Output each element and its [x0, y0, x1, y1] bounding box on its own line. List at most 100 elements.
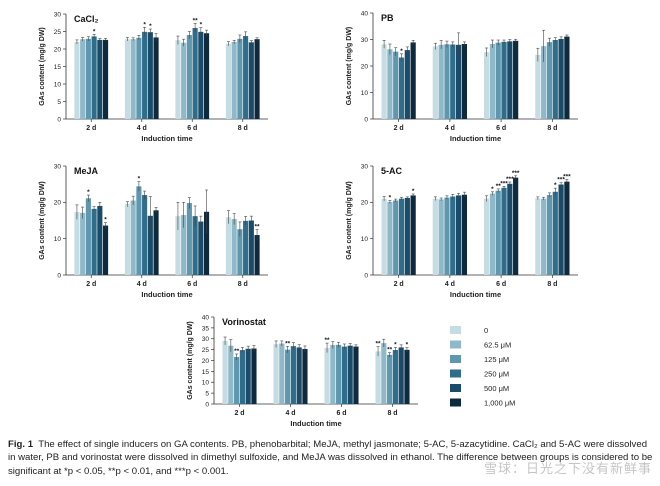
- bar: [251, 348, 257, 404]
- bar: [432, 198, 438, 275]
- significance-mark: **: [285, 340, 291, 347]
- bar: [130, 200, 136, 275]
- bar: [74, 42, 80, 119]
- bar: [186, 203, 192, 275]
- bar: [85, 38, 91, 119]
- bar: [279, 343, 285, 404]
- y-tick-label: 20: [54, 46, 62, 53]
- x-tick-label: 6 d: [496, 281, 506, 288]
- bar: [541, 198, 547, 275]
- bar: [564, 181, 570, 275]
- bar: [181, 215, 187, 275]
- bar: [273, 344, 279, 404]
- bar: [330, 345, 336, 404]
- bar: [398, 198, 405, 275]
- bar: [186, 35, 192, 119]
- significance-mark: **: [387, 347, 393, 354]
- y-tick-label: 5: [57, 99, 61, 106]
- bar: [501, 187, 507, 275]
- y-axis-label: GAs content (mg/g DW): [39, 27, 46, 106]
- panel-title: CaCl₂: [74, 14, 99, 24]
- bar: [124, 204, 131, 275]
- bar: [153, 210, 159, 275]
- x-tick-label: 4 d: [137, 125, 147, 132]
- bar: [507, 183, 513, 275]
- y-tick-label: 0: [364, 272, 368, 279]
- y-tick-label: 30: [202, 336, 210, 343]
- bar: [541, 46, 547, 119]
- bar: [225, 217, 232, 275]
- legend-swatch: [450, 355, 461, 363]
- bar: [392, 350, 398, 404]
- bar: [381, 198, 387, 275]
- x-tick-label: 8 d: [547, 281, 557, 288]
- bar: [136, 37, 142, 119]
- y-tick-label: 25: [202, 347, 210, 354]
- figure-caption: Fig. 1 The effect of single inducers on …: [8, 438, 656, 478]
- bar: [175, 216, 181, 275]
- bar: [336, 344, 342, 404]
- bar: [513, 40, 519, 120]
- legend-swatch: [450, 340, 461, 349]
- bar: [324, 347, 330, 404]
- significance-mark: **: [255, 224, 261, 231]
- x-tick-label: 2 d: [86, 281, 96, 288]
- y-tick-label: 30: [361, 163, 369, 170]
- bar: [175, 40, 181, 119]
- bar: [461, 194, 467, 275]
- bar: [231, 219, 237, 275]
- bar: [80, 39, 86, 120]
- bar: [80, 212, 86, 275]
- x-axis-label: Induction time: [141, 134, 192, 143]
- x-tick-label: 2 d: [86, 125, 96, 132]
- bar: [381, 343, 387, 404]
- bar: [142, 195, 148, 275]
- significance-mark: *: [412, 188, 415, 195]
- y-tick-label: 0: [364, 116, 368, 123]
- bar: [495, 190, 501, 275]
- bar: [147, 32, 153, 120]
- bar: [243, 220, 249, 275]
- y-tick-label: 35: [202, 325, 210, 332]
- x-tick-label: 6 d: [336, 410, 346, 417]
- y-tick-label: 40: [361, 10, 369, 17]
- bar: [181, 42, 187, 120]
- legend-swatch: [450, 398, 461, 407]
- bar: [97, 205, 103, 275]
- bar: [513, 177, 519, 275]
- bar: [535, 54, 541, 120]
- bar: [461, 44, 467, 119]
- x-tick-label: 8 d: [547, 125, 557, 132]
- caption-text: The effect of single inducers on GA cont…: [8, 439, 653, 477]
- y-tick-label: 10: [54, 236, 62, 243]
- bar: [484, 198, 490, 275]
- bar: [387, 49, 393, 119]
- bar: [432, 46, 438, 119]
- significance-mark: ***: [506, 176, 514, 183]
- y-axis-label: GAs content (mg/g DW): [346, 27, 353, 106]
- y-tick-label: 5: [205, 391, 209, 398]
- bar: [546, 42, 553, 119]
- x-axis-label: Induction time: [450, 134, 501, 143]
- bar: [484, 52, 490, 119]
- bar: [136, 186, 142, 275]
- legend-swatch: [450, 369, 461, 378]
- bar: [124, 39, 131, 120]
- y-tick-label: 0: [205, 401, 209, 408]
- significance-mark: *: [389, 195, 392, 202]
- y-tick-label: 20: [361, 63, 369, 70]
- y-tick-label: 10: [361, 90, 369, 97]
- y-axis-label: GAs content (mg/g DW): [187, 321, 194, 400]
- legend-entry: 250 μM: [484, 370, 509, 379]
- significance-mark: **: [496, 183, 502, 190]
- panel-title: 5-AC: [381, 166, 403, 176]
- bar: [450, 196, 456, 275]
- bar: [254, 235, 260, 275]
- bar: [102, 39, 109, 119]
- y-tick-label: 0: [57, 272, 61, 279]
- significance-mark: *: [104, 217, 107, 224]
- significance-mark: ***: [512, 170, 520, 177]
- bar: [142, 31, 148, 120]
- significance-mark: *: [200, 22, 203, 29]
- legend-entry: 1,000 μM: [484, 399, 515, 408]
